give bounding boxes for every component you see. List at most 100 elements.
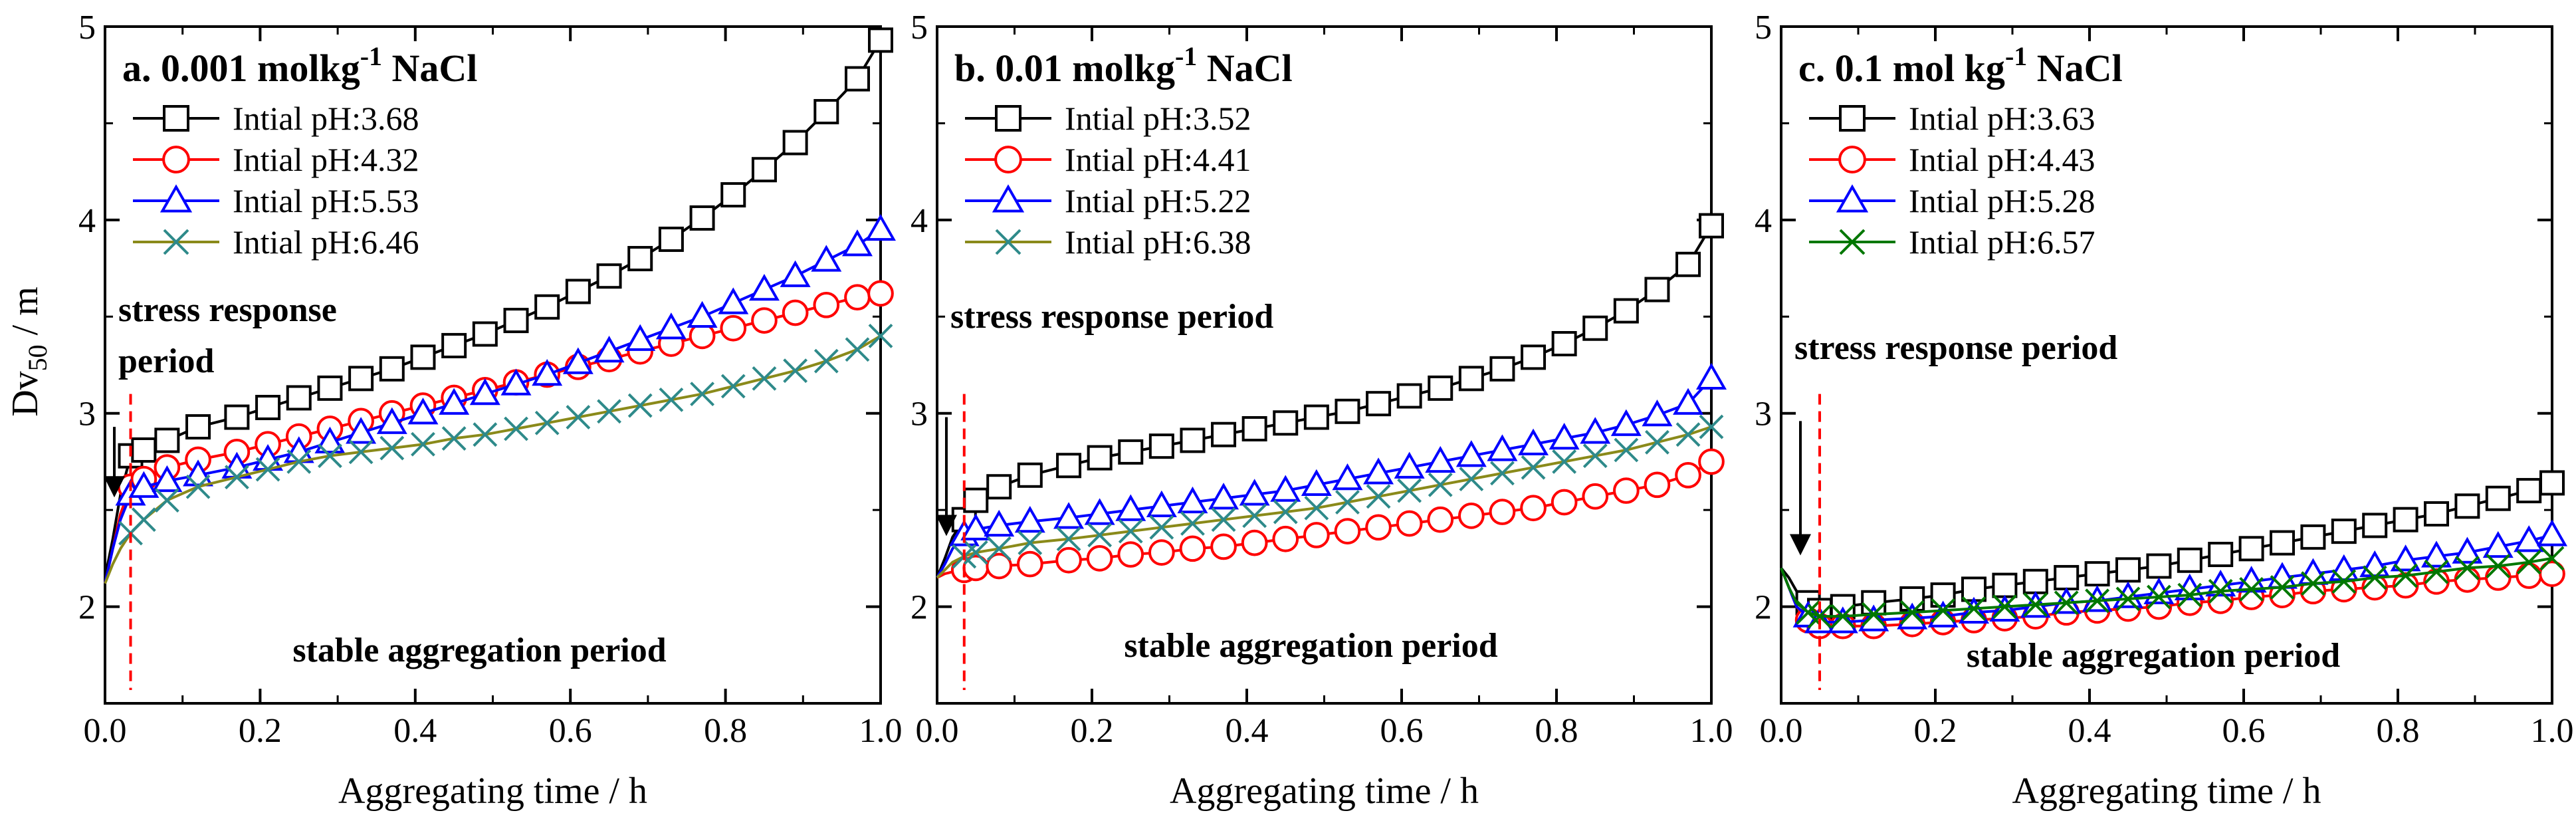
panel-a-series-3-point (152, 465, 183, 493)
panel-c-series-1-point (2270, 530, 2295, 556)
panel-b-series-4-point (1582, 443, 1608, 469)
panel-b-series-4-point-stroke-b (1459, 467, 1484, 492)
panel-c-legend-item-2: Intial pH:4.43 (1809, 141, 2095, 178)
panel-b-series-3-point (1177, 486, 1208, 514)
panel-c-series-1-point (1992, 572, 2018, 598)
panel-a-series-3-point (532, 358, 563, 386)
panel-b-series-3-point (1425, 445, 1456, 473)
panel-b-series-1-point (1366, 391, 1392, 417)
panel-a-series-1-point (185, 414, 211, 440)
panel-b-series-4-point (1304, 495, 1329, 521)
panel-a-series-3-point (687, 300, 718, 328)
panel-a-series-4-point-stroke-b (566, 405, 591, 429)
panel-a-series-4-point-stroke-b (752, 366, 777, 391)
panel-a-stress-response-label: period (118, 342, 215, 380)
panel-a-title: a. 0.001 molkg-1 NaCl (122, 41, 477, 90)
panel-c-series-1-point (2362, 513, 2388, 538)
panel-c-series-1-point (2454, 493, 2480, 519)
panel-c-series-4-point (2362, 565, 2387, 590)
panel-a-series-4-point (441, 426, 467, 451)
panel-c-legend-item-4: Intial pH:6.57 (1809, 223, 2095, 261)
panel-a-y-tick-label: 3 (78, 396, 96, 433)
panel-a-series-2-point (720, 314, 747, 342)
panel-b-series-4 (936, 414, 1724, 579)
panel-a-series-2-point (751, 307, 778, 334)
panel-b-series-3-point (1696, 362, 1727, 390)
panel-b-series-4-point-stroke-b (1335, 490, 1360, 515)
panel-c-series-3-point (2514, 525, 2545, 552)
panel-c-legend-item-3-marker (1836, 184, 1869, 213)
panel-c-legend-item-1-label: Intial pH:3.63 (1909, 100, 2095, 137)
panel-b-series-4-point (963, 540, 988, 565)
panel-b-series-2-point (1698, 448, 1725, 475)
panel-b-series-3-point (1549, 422, 1580, 450)
panel-a-stress-response-label: stress response (118, 291, 337, 329)
panel-b-series-2-point (1520, 495, 1547, 522)
panel-b-series-4-point (986, 536, 1012, 561)
panel-b-series-4-point (1675, 422, 1701, 447)
panel-c-series-4-point (2516, 550, 2541, 575)
panel-b-series-1-point (963, 487, 989, 513)
panel-b-series-4-point-stroke-b (1273, 499, 1298, 525)
panel-c-y-tick-label: 2 (1755, 589, 1772, 627)
panel-b-legend-item-4-label: Intial pH:6.38 (1065, 223, 1251, 261)
panel-a-series-4-point (720, 374, 746, 399)
panel-a-legend-item-1-label: Intial pH:3.68 (233, 100, 419, 137)
panel-a-series-1-point (348, 366, 374, 392)
panel-b-legend-item-2-label: Intial pH:4.41 (1065, 141, 1251, 178)
panel-b-legend-item-1-label: Intial pH:3.52 (1065, 100, 1251, 137)
panel-a-series-1-point (751, 157, 777, 183)
panel-b-series-3-point (1580, 417, 1611, 444)
panel-b-series-1-point (1699, 213, 1724, 239)
panel-c-series-4-point-stroke-b (2208, 578, 2233, 604)
panel-b-series-2-point (1427, 506, 1454, 533)
panel-b-series-2-point (1582, 483, 1609, 510)
panel-c-legend-item-2-label: Intial pH:4.43 (1909, 141, 2095, 178)
panel-b-x-tick-label: 0.8 (1535, 712, 1578, 750)
panel-b-series-2-point (1303, 522, 1330, 548)
panel-a-series-3 (104, 213, 896, 584)
panel-c-series-2-point (2516, 562, 2543, 589)
panel-a-y-tick-label: 5 (78, 9, 96, 47)
panel-c-series-4-point-stroke-b (2539, 546, 2565, 571)
panel-c-series-1-point (2516, 478, 2542, 504)
panel-a-series-4 (104, 323, 893, 584)
panel-b-series-1-point (1428, 375, 1453, 401)
panel-c-series-4-point (2115, 586, 2141, 612)
panel-a-series-4-point (690, 382, 715, 407)
panel-a-series-1-point (782, 130, 808, 156)
panel-a-series-4-point (224, 465, 249, 490)
panel-b-legend-item-2-marker (994, 146, 1022, 174)
panel-b-series-3-point (1084, 498, 1115, 525)
panel-a-series-4-point-stroke-b (286, 449, 312, 474)
panel-a-series-4-point-stroke-b (379, 435, 405, 461)
panel-a-series-4-point (813, 348, 839, 374)
panel-c-x-tick-label: 1.0 (2531, 712, 2574, 750)
panel-c-stable-aggregation-label: stable aggregation period (1967, 637, 2340, 675)
panel-c-x-tick-label: 0.0 (1760, 712, 1803, 750)
panel-b-series-4-point-stroke-b (1428, 472, 1453, 497)
panel-b-series-4-point (1552, 449, 1577, 474)
panel-c-series-4-point-stroke-b (1861, 602, 1886, 627)
panel-b-series-3-point (1146, 490, 1177, 517)
panel-b-legend-item-3-label: Intial pH:5.22 (1065, 182, 1251, 219)
panel-a-y-axis-title: Dv50 / m (5, 287, 53, 417)
panel-a-series-1-point (255, 394, 281, 420)
panel-c-y-tick-label: 3 (1755, 396, 1772, 433)
panel-a-series-2-point (813, 291, 840, 318)
panel-b-series-4-point (1645, 429, 1669, 455)
panel-b-series-4-point (1018, 530, 1043, 556)
panel-b-series-3 (936, 362, 1727, 578)
panel-b-series-4-point (1180, 511, 1205, 536)
panel-b-series-2-point (1675, 461, 1701, 489)
panel-a-series-1-point (286, 385, 312, 411)
panel-b-series-1-point (1273, 410, 1299, 436)
panel-a-legend-item-4: Intial pH:6.46 (133, 223, 419, 261)
panel-a-series-3-point (865, 213, 896, 241)
panel-b-series-3-point (1610, 409, 1642, 436)
panel-a-series-4-point-stroke-b (597, 399, 621, 424)
panel-b-series-4-point-stroke-b (963, 540, 988, 565)
panel-b-series-4-point (1242, 503, 1267, 528)
panel-c-series-2-point (2454, 566, 2481, 593)
panel-a-series-4-point (868, 323, 893, 348)
